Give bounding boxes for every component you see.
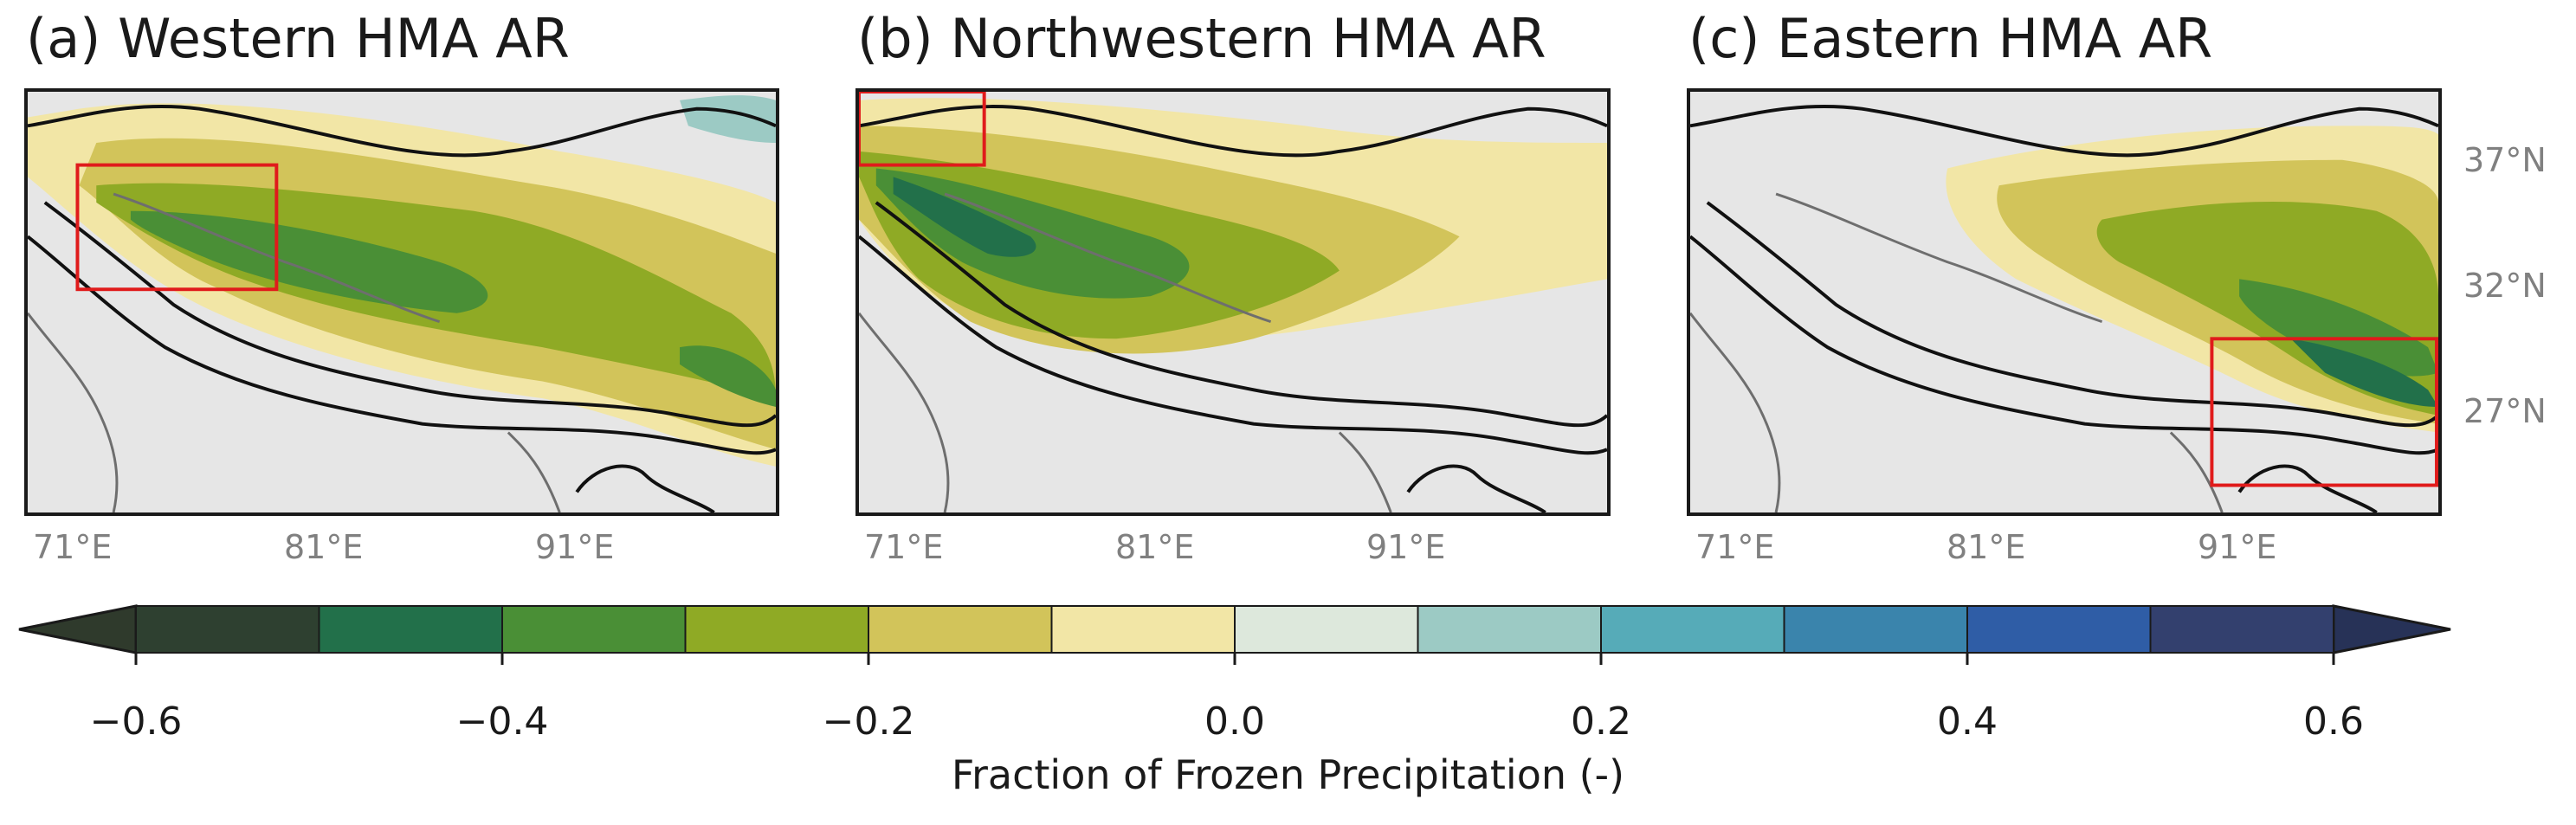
- panel-b-title: (b) Northwestern HMA AR: [857, 7, 1546, 70]
- highlight-box: [75, 163, 279, 292]
- border-line: [1690, 312, 1781, 512]
- contour-line: [1406, 464, 1546, 512]
- map-a-svg: [28, 95, 776, 512]
- colorbar-segment: [501, 605, 687, 654]
- colorbar-segment: [2149, 605, 2334, 654]
- colorbar-segment: [1600, 605, 1785, 654]
- colorbar-segment: [684, 605, 869, 654]
- colorbar-tick-label: 0.0: [1204, 699, 1265, 744]
- colorbar-segment: [135, 605, 320, 654]
- map-panel-c: [1687, 88, 2442, 516]
- border-line: [1775, 192, 2103, 324]
- colorbar-tick-label: 0.2: [1571, 699, 1631, 744]
- map-b-svg: [859, 92, 1607, 512]
- contour-line: [859, 235, 1607, 455]
- colorbar-segment: [1783, 605, 1968, 654]
- border-line: [113, 192, 441, 324]
- field-darkest: [2290, 338, 2438, 408]
- lon-tick-c-2: 81°E: [1947, 528, 2026, 566]
- colorbar-segment: [1417, 605, 1602, 654]
- contour-line: [875, 201, 1607, 428]
- field-dark: [2239, 279, 2438, 377]
- colorbar-segment: [1234, 605, 1419, 654]
- lon-tick-b-2: 81°E: [1115, 528, 1195, 566]
- colorbar-tick-label: 0.4: [1937, 699, 1998, 744]
- lat-tick-3: 27°N: [2463, 392, 2547, 430]
- contour-line: [575, 464, 715, 512]
- colorbar-tick-label: −0.2: [822, 699, 915, 744]
- border-line: [28, 312, 119, 512]
- highlight-box: [2210, 337, 2438, 487]
- colorbar-over-arrow: [2332, 604, 2451, 654]
- panel-a-title: (a) Western HMA AR: [26, 7, 570, 70]
- colorbar-segment: [1966, 605, 2152, 654]
- border-line: [944, 192, 1272, 324]
- lon-tick-a-1: 71°E: [33, 528, 113, 566]
- contour-line: [43, 201, 776, 428]
- colorbar-segment: [868, 605, 1053, 654]
- lat-tick-2: 32°N: [2463, 267, 2547, 305]
- border-line: [2169, 431, 2224, 512]
- map-panel-a: [24, 88, 779, 516]
- border-line: [859, 312, 950, 512]
- colorbar-segment: [1050, 605, 1236, 654]
- highlight-box: [859, 92, 986, 167]
- lon-tick-a-2: 81°E: [284, 528, 364, 566]
- colorbar-label: Fraction of Frozen Precipitation (-): [951, 751, 1625, 798]
- lon-tick-b-3: 91°E: [1366, 528, 1446, 566]
- contour-line: [28, 105, 776, 158]
- field-darkest: [893, 177, 1036, 257]
- panel-c-title: (c) Eastern HMA AR: [1688, 7, 2213, 70]
- border-line: [507, 431, 561, 512]
- lat-tick-1: 37°N: [2463, 141, 2547, 179]
- lon-tick-b-1: 71°E: [864, 528, 944, 566]
- lon-tick-c-3: 91°E: [2198, 528, 2277, 566]
- border-line: [1338, 431, 1392, 512]
- colorbar-tick-label: −0.6: [89, 699, 183, 744]
- colorbar-under-arrow: [18, 604, 138, 654]
- colorbar-segment: [318, 605, 503, 654]
- map-c-svg: [1690, 105, 2438, 512]
- colorbar: [18, 604, 2451, 665]
- map-panel-b: [855, 88, 1611, 516]
- field-dark-east: [680, 345, 776, 408]
- lon-tick-c-1: 71°E: [1695, 528, 1775, 566]
- lon-tick-a-3: 91°E: [535, 528, 615, 566]
- contour-line: [1690, 235, 2438, 455]
- contour-line: [859, 105, 1607, 158]
- contour-line: [1690, 105, 2438, 158]
- contour-line: [1706, 201, 2438, 428]
- colorbar-tick-label: −0.4: [455, 699, 549, 744]
- colorbar-tick-label: 0.6: [2303, 699, 2364, 744]
- contour-line: [28, 235, 776, 455]
- contour-line: [2237, 464, 2378, 512]
